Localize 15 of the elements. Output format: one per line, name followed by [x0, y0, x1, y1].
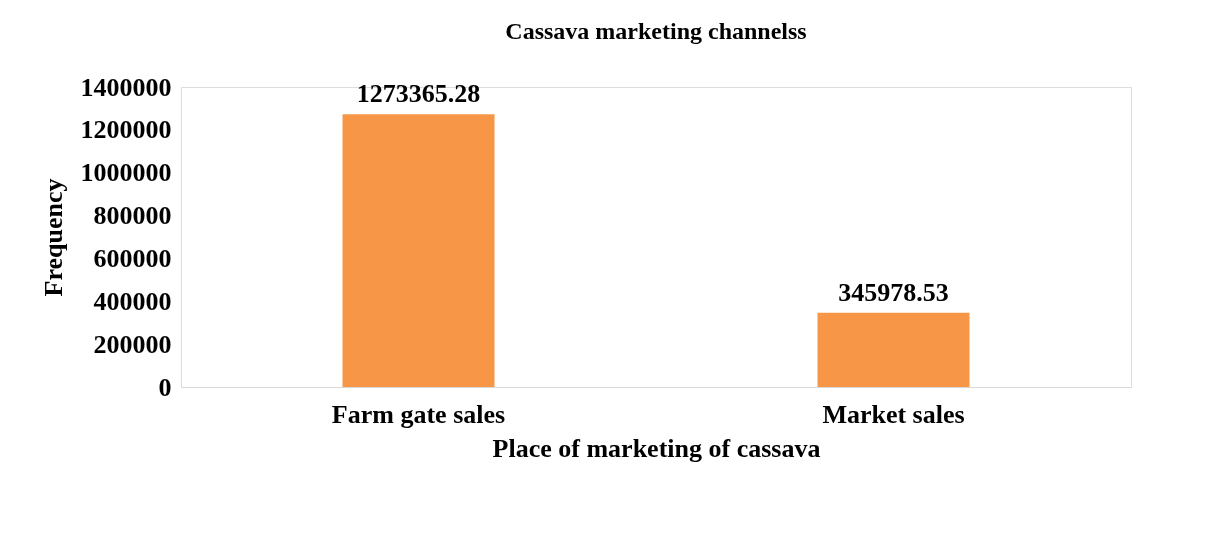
x-tick-label: Farm gate sales — [331, 399, 506, 429]
y-tick-label: 600000 — [93, 243, 172, 273]
y-axis-title: Frequency — [38, 178, 68, 297]
data-label: 345978.53 — [838, 277, 949, 307]
y-tick-label: 800000 — [93, 201, 172, 231]
y-tick-label: 1000000 — [80, 158, 172, 188]
y-tick-label: 0 — [158, 372, 172, 402]
x-axis-title: Place of marketing of cassava — [492, 433, 821, 463]
chart-title: Cassava marketing channelss — [505, 18, 807, 44]
y-tick-label: 1200000 — [80, 115, 172, 145]
y-tick-label: 200000 — [93, 329, 172, 359]
y-tick-label: 400000 — [93, 286, 172, 316]
data-label: 1273365.28 — [356, 79, 481, 109]
y-tick-label: 1400000 — [80, 72, 172, 102]
x-tick-label: Market sales — [822, 399, 965, 429]
